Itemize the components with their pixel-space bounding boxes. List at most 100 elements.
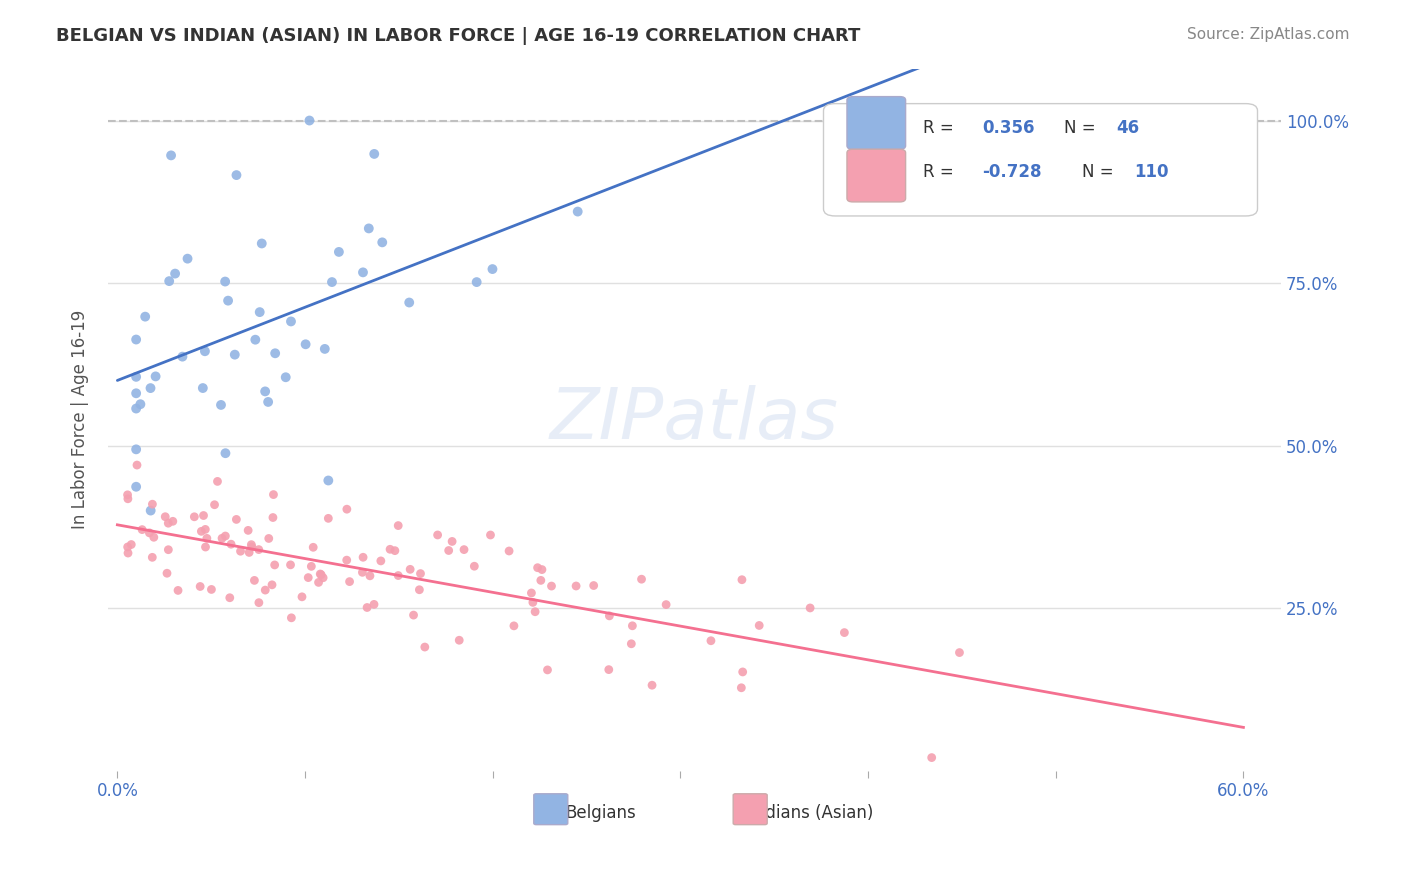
Point — [402, 608, 425, 623]
Point — [125, 333, 148, 347]
Text: R =: R = — [924, 120, 953, 137]
Point — [125, 386, 148, 401]
Point — [453, 542, 475, 557]
Point — [209, 398, 232, 412]
Point — [131, 523, 153, 537]
Point — [162, 514, 184, 528]
Point — [318, 511, 340, 525]
Point — [176, 252, 198, 266]
FancyBboxPatch shape — [824, 103, 1257, 216]
Point — [167, 583, 190, 598]
Point — [139, 381, 162, 395]
Point — [384, 543, 406, 558]
Point — [257, 395, 280, 409]
Point — [225, 512, 247, 526]
Point — [214, 446, 236, 460]
Point — [117, 491, 139, 506]
Point — [371, 235, 394, 250]
Text: Source: ZipAtlas.com: Source: ZipAtlas.com — [1187, 27, 1350, 42]
Point — [141, 550, 163, 565]
Point — [263, 558, 285, 572]
Point — [129, 397, 152, 411]
Point — [214, 529, 236, 543]
Point — [312, 571, 335, 585]
Point — [254, 583, 277, 598]
Point — [449, 633, 471, 648]
Point — [190, 524, 212, 539]
Text: N =: N = — [1081, 163, 1114, 181]
Point — [280, 314, 302, 328]
Point — [157, 542, 180, 557]
Point — [731, 573, 754, 587]
Point — [280, 611, 302, 625]
Point — [291, 590, 314, 604]
Point — [441, 534, 464, 549]
Point — [217, 293, 239, 308]
Point — [142, 530, 165, 544]
Point — [387, 568, 409, 582]
Point — [357, 221, 380, 235]
Point — [318, 474, 340, 488]
Point — [621, 619, 644, 633]
Point — [274, 370, 297, 384]
Point — [398, 295, 420, 310]
Point — [225, 168, 247, 182]
Point — [530, 563, 553, 577]
Point — [655, 598, 678, 612]
Point — [125, 458, 148, 472]
Point — [245, 333, 267, 347]
Point — [236, 524, 259, 538]
Point — [641, 678, 664, 692]
Point — [363, 598, 385, 612]
Point — [125, 369, 148, 384]
Point — [321, 275, 343, 289]
Point — [437, 543, 460, 558]
Point — [299, 559, 322, 574]
Point — [314, 342, 336, 356]
Point — [630, 572, 652, 586]
Point — [481, 262, 503, 277]
Point — [352, 566, 374, 580]
Point — [194, 523, 217, 537]
Point — [125, 442, 148, 457]
Point — [308, 575, 330, 590]
Point — [183, 509, 205, 524]
FancyBboxPatch shape — [846, 96, 905, 149]
Point — [498, 544, 520, 558]
Point — [409, 566, 432, 581]
Point — [479, 528, 502, 542]
Point — [229, 544, 252, 558]
Point — [598, 663, 620, 677]
Point — [219, 537, 242, 551]
Point — [567, 204, 589, 219]
Point — [263, 487, 285, 501]
Point — [165, 267, 187, 281]
Point — [238, 545, 260, 559]
Point — [520, 586, 543, 600]
Point — [188, 579, 211, 593]
Point — [262, 510, 284, 524]
Point — [120, 537, 142, 551]
Text: ZIPatlas: ZIPatlas — [550, 385, 839, 454]
Point — [408, 582, 430, 597]
Point — [294, 337, 316, 351]
Point — [125, 401, 148, 416]
Point — [194, 344, 217, 359]
Point — [730, 681, 752, 695]
Point — [399, 562, 422, 576]
Point — [524, 605, 547, 619]
Text: BELGIAN VS INDIAN (ASIAN) IN LABOR FORCE | AGE 16-19 CORRELATION CHART: BELGIAN VS INDIAN (ASIAN) IN LABOR FORCE… — [56, 27, 860, 45]
Point — [530, 574, 553, 588]
Point — [157, 516, 180, 531]
Point — [413, 640, 436, 654]
Point — [921, 750, 943, 764]
Point — [218, 591, 240, 605]
Point — [948, 646, 970, 660]
Text: R =: R = — [924, 163, 953, 181]
Point — [240, 538, 263, 552]
Point — [700, 633, 723, 648]
Point — [139, 503, 162, 517]
Point — [370, 554, 392, 568]
Point — [526, 560, 548, 574]
Point — [243, 574, 266, 588]
